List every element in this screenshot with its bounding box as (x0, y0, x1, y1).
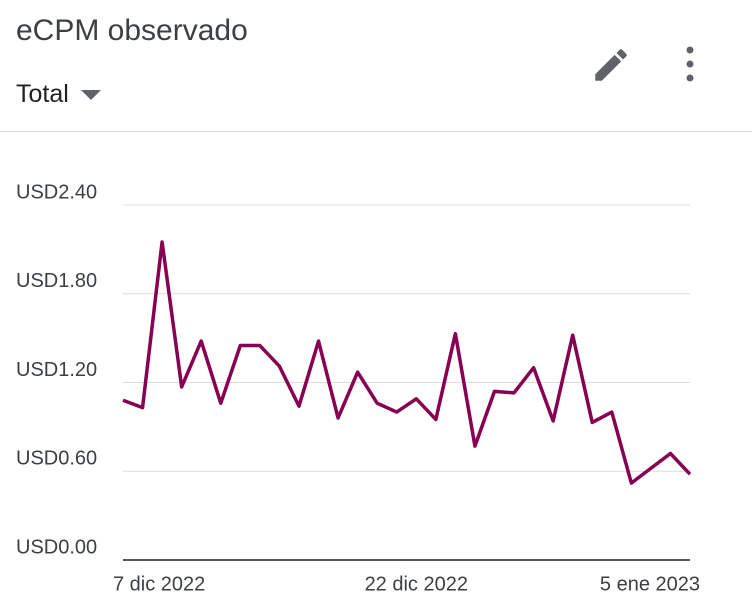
dropdown[interactable]: Total (16, 80, 101, 109)
x-tick-label: 22 dic 2022 (365, 573, 468, 595)
edit-icon[interactable] (590, 44, 632, 86)
y-tick-label: USD1.20 (16, 359, 97, 381)
y-tick-label: USD0.60 (16, 448, 97, 470)
dropdown-label: Total (16, 80, 69, 108)
line-series (122, 240, 692, 485)
y-tick-label: USD1.80 (16, 270, 97, 292)
x-tick-label: 7 dic 2022 (113, 573, 205, 595)
y-tick-label: USD0.00 (16, 536, 97, 558)
x-tick-label: 5 ene 2023 (600, 573, 700, 595)
more-icon[interactable] (680, 44, 700, 84)
divider (0, 131, 752, 132)
y-tick-label: USD2.40 (16, 181, 97, 203)
dropdown-arrow (80, 89, 101, 100)
card-title: eCPM observado (16, 14, 248, 47)
